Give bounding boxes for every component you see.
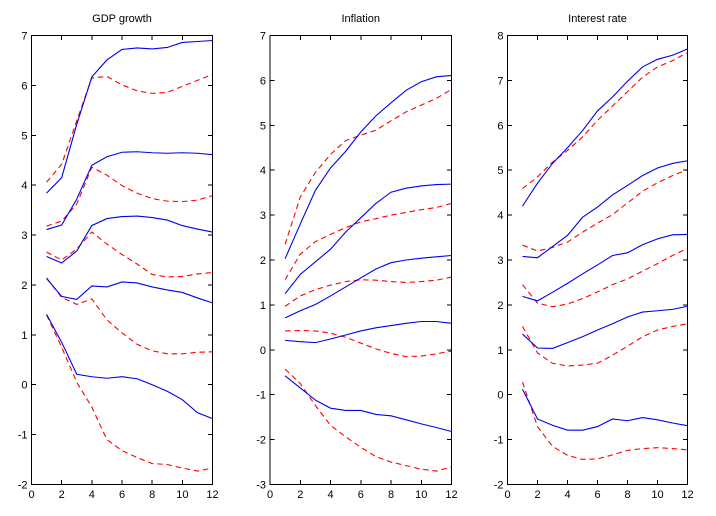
subplot2-series-median-blue-solid xyxy=(284,254,452,319)
x-tick-label: 8 xyxy=(624,489,630,501)
subplot3-series-upper-75-red-dashed xyxy=(522,169,688,252)
y-tick-label: 0 xyxy=(260,345,266,357)
x-tick-label: 2 xyxy=(534,489,540,501)
x-tick-label: 4 xyxy=(89,489,95,501)
subplot2-series-upper-75-red-dashed xyxy=(284,202,452,281)
x-tick-label: 10 xyxy=(651,489,663,501)
subplot-title-inflation: Inflation xyxy=(341,13,381,25)
y-tick-label: -1 xyxy=(494,435,504,447)
subplot2-series-upper-95-red-dashed xyxy=(284,88,452,245)
y-tick-label: 0 xyxy=(21,380,27,392)
y-tick-label: 1 xyxy=(497,345,503,357)
subplot3-series-lower-25-blue-solid xyxy=(522,305,688,350)
x-tick-label: 6 xyxy=(358,489,364,501)
x-tick-label: 2 xyxy=(59,489,65,501)
y-tick-label: 5 xyxy=(497,165,503,177)
y-tick-label: 4 xyxy=(260,165,266,177)
y-tick-label: 5 xyxy=(260,120,266,132)
subplot-title-interest-rate: Interest rate xyxy=(568,13,627,25)
y-tick-label: 6 xyxy=(497,120,503,132)
y-tick-label: -2 xyxy=(18,480,28,492)
x-tick-label: 2 xyxy=(297,489,303,501)
subplot1-series-lower-25-red-dashed xyxy=(46,277,213,355)
y-tick-label: 1 xyxy=(21,330,27,342)
subplot2-series-median-red-dashed xyxy=(284,276,452,307)
subplot1-series-lower-5-red-dashed xyxy=(46,314,213,472)
y-tick-label: 1 xyxy=(260,300,266,312)
y-tick-label: 2 xyxy=(21,280,27,292)
subplot3-series-upper-95-red-dashed xyxy=(522,52,688,190)
x-tick-label: 10 xyxy=(415,489,427,501)
y-tick-label: 3 xyxy=(21,230,27,242)
y-tick-label: 4 xyxy=(497,210,503,222)
y-tick-label: -3 xyxy=(256,480,266,492)
subplot3-series-median-blue-solid xyxy=(522,233,688,302)
y-tick-label: 7 xyxy=(21,31,27,43)
y-tick-label: -2 xyxy=(494,480,504,492)
subplot2-series-lower-5-red-dashed xyxy=(284,368,452,472)
y-tick-label: 7 xyxy=(497,75,503,87)
subplot1-series-upper-75-red-dashed xyxy=(46,166,213,227)
y-tick-label: 5 xyxy=(21,130,27,142)
subplot2-series-upper-95-blue-solid xyxy=(284,74,452,259)
subplot1-series-upper-95-blue-solid xyxy=(46,39,213,194)
y-tick-label: 2 xyxy=(497,300,503,312)
x-tick-label: 8 xyxy=(149,489,155,501)
x-tick-label: 0 xyxy=(504,489,510,501)
x-tick-label: 8 xyxy=(388,489,394,501)
x-tick-label: 12 xyxy=(681,489,693,501)
x-tick-label: 0 xyxy=(267,489,273,501)
y-tick-label: 3 xyxy=(260,210,266,222)
subplot2-series-lower-5-blue-solid xyxy=(284,375,452,433)
subplot1-series-upper-95-red-dashed xyxy=(46,73,213,183)
x-tick-label: 12 xyxy=(206,489,218,501)
x-tick-label: 6 xyxy=(594,489,600,501)
x-tick-label: 0 xyxy=(28,489,34,501)
y-tick-label: -1 xyxy=(256,390,266,402)
subplot1-series-median-blue-solid xyxy=(46,215,213,264)
subplot1-series-lower-5-blue-solid xyxy=(46,314,213,420)
subplot2-series-upper-75-blue-solid xyxy=(284,183,452,295)
subplot1-series-lower-25-blue-solid xyxy=(46,278,213,304)
subplot1-series-upper-75-blue-solid xyxy=(46,151,213,231)
subplot2-series-lower-25-blue-solid xyxy=(285,320,452,344)
subplot1-axes-box xyxy=(31,35,213,485)
subplot3-series-lower-5-red-dashed xyxy=(521,381,688,460)
y-tick-label: 3 xyxy=(497,255,503,267)
subplot2-series-lower-25-red-dashed xyxy=(285,329,452,358)
subplot1-series-median-red-dashed xyxy=(46,231,213,278)
y-tick-label: 0 xyxy=(497,390,503,402)
subplot3-axes-box xyxy=(507,35,688,485)
y-tick-label: -1 xyxy=(18,430,28,442)
y-tick-label: 2 xyxy=(260,255,266,267)
subplot3-series-lower-5-blue-solid xyxy=(522,389,688,431)
x-tick-label: 4 xyxy=(327,489,333,501)
y-tick-label: 6 xyxy=(260,75,266,87)
x-tick-label: 10 xyxy=(176,489,188,501)
subplot3-series-lower-25-red-dashed xyxy=(522,323,688,367)
y-tick-label: 6 xyxy=(21,80,27,92)
subplot3-series-median-red-dashed xyxy=(522,247,688,308)
x-tick-label: 12 xyxy=(445,489,457,501)
y-tick-label: 8 xyxy=(497,31,503,43)
y-tick-label: 7 xyxy=(260,31,266,43)
subplot-title-gdp-growth: GDP growth xyxy=(92,13,152,25)
subplot3-series-upper-95-blue-solid xyxy=(522,48,688,207)
y-tick-label: -2 xyxy=(256,435,266,447)
y-tick-label: 4 xyxy=(21,180,27,192)
subplot3-series-upper-75-blue-solid xyxy=(522,160,688,259)
x-tick-label: 4 xyxy=(564,489,570,501)
x-tick-label: 6 xyxy=(119,489,125,501)
